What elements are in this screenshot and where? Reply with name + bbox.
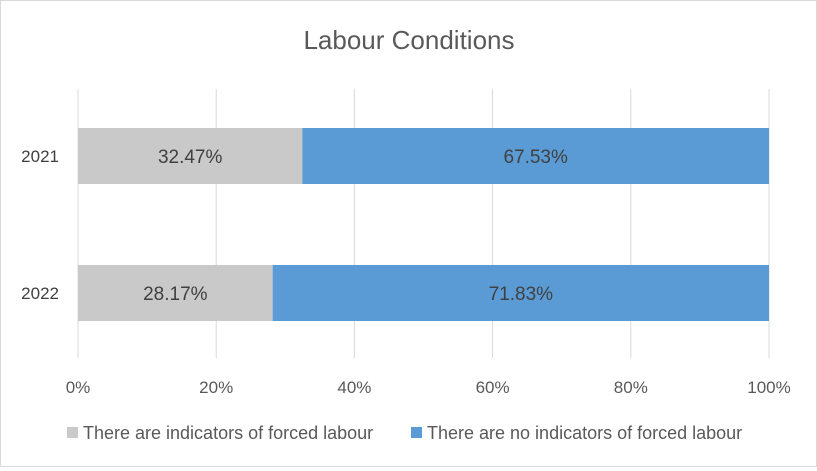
category-label: 2021 bbox=[21, 147, 59, 166]
data-label: 67.53% bbox=[503, 147, 568, 168]
bar-segment bbox=[78, 265, 273, 321]
category-label: 2022 bbox=[21, 284, 59, 303]
x-tick-label: 0% bbox=[66, 378, 91, 397]
data-label: 32.47% bbox=[158, 147, 223, 168]
bar-segment bbox=[302, 128, 769, 184]
x-tick-label: 80% bbox=[614, 378, 648, 397]
x-tick-label: 100% bbox=[747, 378, 790, 397]
category-labels: 2021 2022 bbox=[21, 147, 59, 303]
chart-title: Labour Conditions bbox=[303, 25, 514, 55]
legend: There are indicators of forced labour The… bbox=[67, 423, 742, 443]
legend-swatch bbox=[67, 427, 78, 438]
x-axis-ticks: 0% 20% 40% 60% 80% 100% bbox=[66, 378, 791, 397]
data-label: 28.17% bbox=[143, 284, 208, 305]
x-tick-label: 60% bbox=[476, 378, 510, 397]
bars: 32.47% 67.53% 28.17% 71.83% bbox=[78, 128, 769, 321]
legend-label: There are indicators of forced labour bbox=[83, 423, 373, 443]
x-tick-label: 40% bbox=[337, 378, 371, 397]
legend-label: There are no indicators of forced labour bbox=[427, 423, 742, 443]
bar-segment bbox=[78, 128, 303, 184]
legend-swatch bbox=[411, 427, 422, 438]
data-label: 71.83% bbox=[489, 284, 554, 305]
bar-segment bbox=[272, 265, 769, 321]
x-tick-label: 20% bbox=[199, 378, 233, 397]
